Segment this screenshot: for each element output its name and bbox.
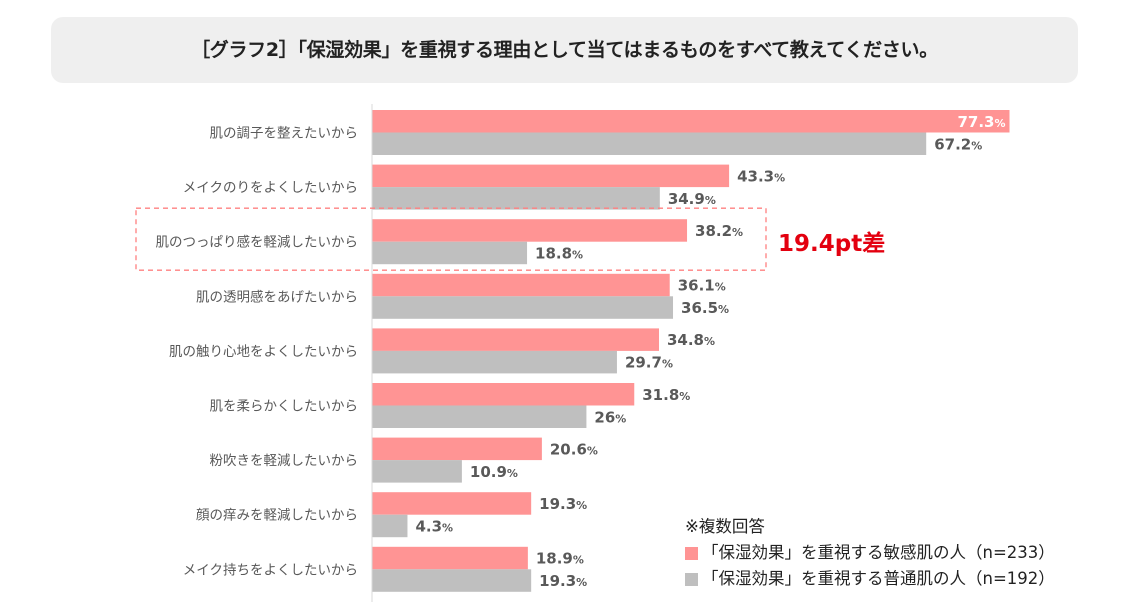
value-label-normal: 36.5% — [681, 299, 729, 317]
category-label: 顔の痒みを軽減したいから — [196, 507, 358, 524]
legend-item-sensitive: 「保湿効果」を重視する敏感肌の人（n=233） — [685, 540, 1055, 566]
value-label-sensitive: 38.2% — [695, 222, 743, 240]
legend-swatch-normal — [685, 572, 698, 586]
value-labels: 77.3% 67.2% 43.3% 34.9% 38.2% 18.8% 36.1% 36.5%… — [415, 113, 1005, 590]
category-label: メイク持ちをよくしたいから — [183, 562, 358, 578]
value-label-normal: 34.9% — [668, 190, 716, 208]
legend-item-normal: 「保湿効果」を重視する普通肌の人（n=192） — [685, 566, 1055, 592]
value-label-sensitive: 19.3% — [539, 495, 587, 513]
value-label-sensitive: 20.6% — [550, 440, 598, 458]
value-label-sensitive: 18.9% — [536, 550, 584, 568]
legend-note: ※複数回答 — [685, 517, 765, 536]
bar-normal — [372, 514, 408, 538]
category-label: 肌を柔らかくしたいから — [210, 399, 359, 415]
bar-sensitive — [372, 273, 670, 297]
bar-sensitive — [372, 546, 528, 570]
category-label: メイクのりをよくしたいから — [183, 180, 358, 196]
bar-normal — [372, 350, 617, 374]
highlight-box — [135, 207, 767, 271]
category-label: 肌のつっぱり感を軽減したいから — [156, 234, 359, 251]
category-label: 肌の透明感をあげたいから — [196, 288, 358, 305]
legend-swatch-sensitive — [685, 546, 698, 560]
bar-normal — [372, 187, 660, 210]
value-label-sensitive: 36.1% — [678, 277, 726, 295]
category-label: 肌の触り心地をよくしたいから — [169, 344, 358, 360]
bar-sensitive — [372, 328, 659, 351]
category-label: 肌の調子を整えたいから — [210, 126, 359, 142]
value-label-normal: 18.8% — [535, 244, 583, 262]
bar-normal — [372, 132, 927, 155]
bar-normal — [372, 296, 674, 319]
bars — [372, 110, 1010, 592]
bar-sensitive — [372, 219, 688, 242]
bar-normal — [372, 460, 462, 483]
bar-normal — [372, 241, 528, 265]
value-label-normal: 26% — [594, 408, 626, 426]
value-label-sensitive: 31.8% — [642, 386, 690, 404]
value-label-sensitive: 43.3% — [737, 167, 785, 185]
value-label-normal: 29.7% — [625, 354, 673, 372]
chart-title: ［グラフ2］「保湿効果」を重視する理由として当てはまるものをすべて教えてください… — [191, 39, 938, 61]
legend-label-sensitive: 「保湿効果」を重視する敏感肌の人（n=233） — [702, 543, 1055, 562]
value-label-normal: 10.9% — [470, 463, 518, 481]
bar-sensitive — [372, 164, 730, 188]
category-labels: 肌の調子を整えたいからメイクのりをよくしたいから肌のつっぱり感を軽減したいから肌… — [156, 126, 359, 579]
bar-normal — [372, 405, 587, 428]
bar-sensitive — [372, 110, 1010, 133]
category-label: 粉吹きを軽減したいから — [210, 452, 359, 469]
bar-sensitive — [372, 492, 532, 515]
value-label-sensitive: 34.8% — [667, 331, 715, 349]
bar-sensitive — [372, 437, 542, 461]
legend: ※複数回答 「保湿効果」を重視する敏感肌の人（n=233） 「保湿効果」を重視す… — [685, 513, 1055, 592]
bar-normal — [372, 569, 532, 592]
value-label-normal: 67.2% — [934, 135, 982, 153]
value-label-normal: 4.3% — [415, 517, 453, 535]
bar-sensitive — [372, 383, 635, 406]
value-label-sensitive: 77.3% — [957, 113, 1005, 131]
value-label-normal: 19.3% — [539, 572, 587, 590]
legend-label-normal: 「保湿効果」を重視する普通肌の人（n=192） — [702, 569, 1055, 588]
title-banner: ［グラフ2］「保湿効果」を重視する理由として当てはまるものをすべて教えてください… — [51, 17, 1078, 83]
difference-callout: 19.4pt差 — [778, 231, 886, 257]
